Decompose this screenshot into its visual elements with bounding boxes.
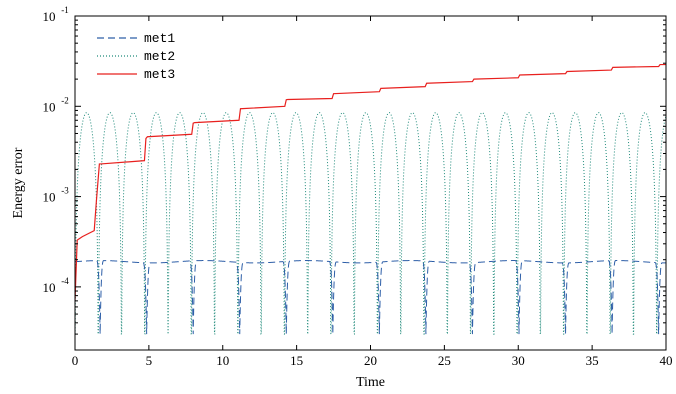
y-tick-label: 10 [43,9,56,24]
y-tick-label: 10 [43,190,56,205]
series-met1-line [75,260,666,335]
x-tick-label: 15 [290,353,303,368]
x-tick-label: 35 [586,353,599,368]
legend-label-met3: met3 [144,67,175,82]
legend-label-met2: met2 [144,49,175,64]
y-axis-title: Energy error [11,147,26,218]
x-tick-label: 5 [146,353,153,368]
y-tick-exponent: -1 [61,5,69,15]
x-tick-label: 25 [438,353,451,368]
y-tick-exponent: -4 [61,276,69,286]
y-tick-exponent: -2 [61,95,69,105]
x-tick-label: 20 [364,353,377,368]
x-tick-label: 10 [216,353,229,368]
ticks-layer: 0 5 10 15 20 25 30 35 40 10 -4 10 -3 10 -2 10 -1 [43,5,673,368]
legend: met1 met2 met3 [97,31,175,82]
x-tick-label: 30 [512,353,525,368]
series-met2-line [75,112,666,335]
series-layer [75,63,666,335]
x-tick-label: 0 [72,353,79,368]
y-tick-label: 10 [43,280,56,295]
legend-label-met1: met1 [144,31,175,46]
x-axis-title: Time [356,375,385,390]
series-met3-line [75,63,666,301]
y-tick-label: 10 [43,99,56,114]
y-tick-exponent: -3 [61,186,69,196]
x-tick-label: 40 [660,353,673,368]
